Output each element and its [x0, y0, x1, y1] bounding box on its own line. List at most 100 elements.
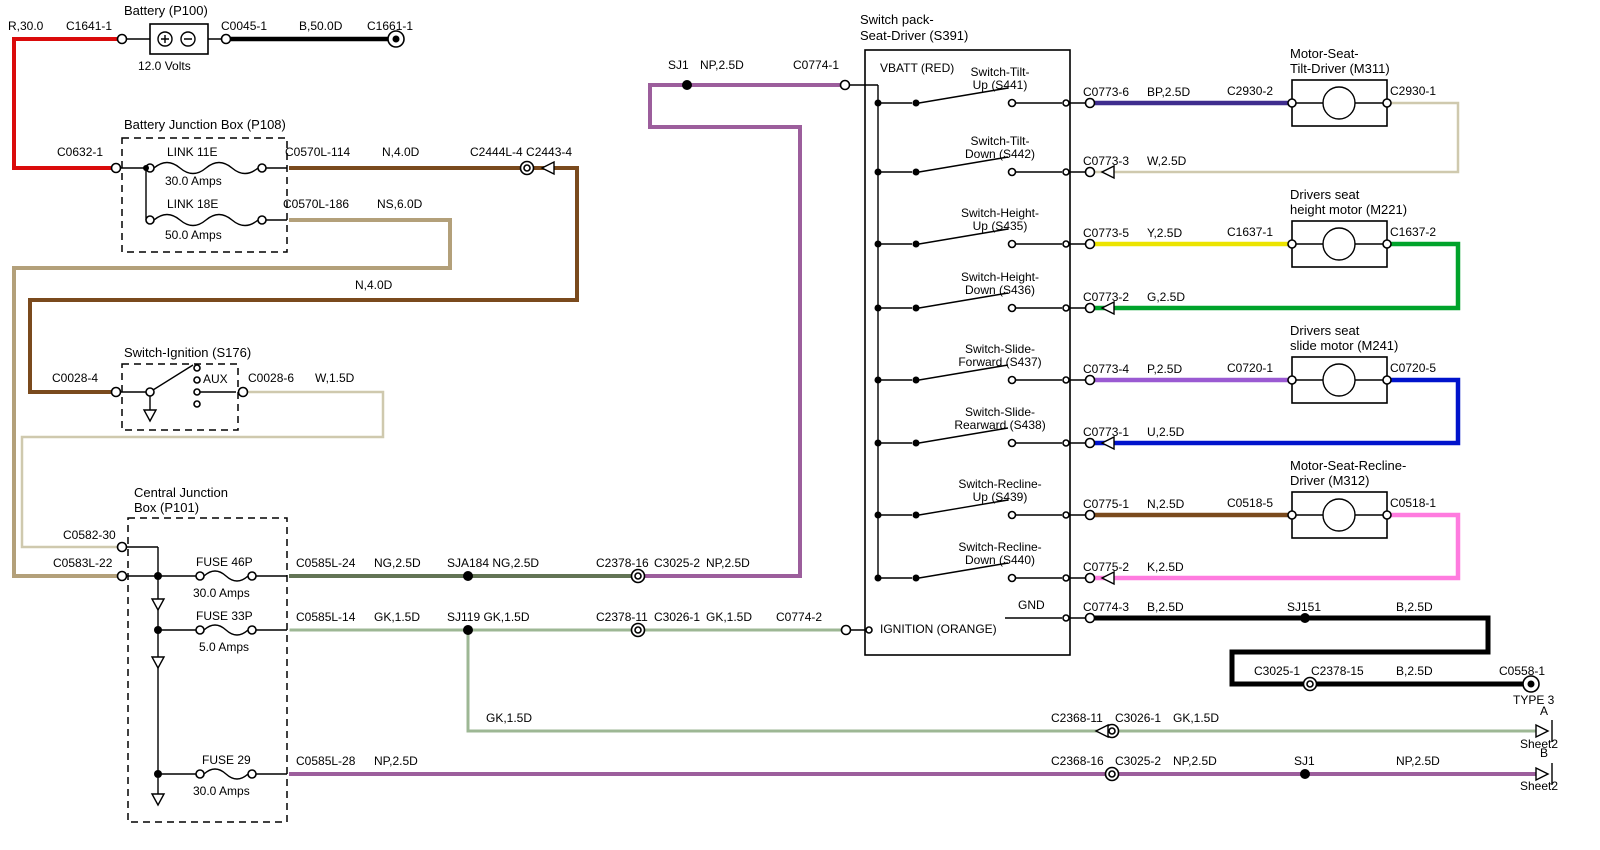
label-c1661-1: C1661-1: [367, 19, 414, 33]
label-fuse3-amps: 30.0 Amps: [193, 784, 250, 798]
label-sheet-b: Sheet2: [1520, 779, 1559, 793]
battery-positive-terminal: [157, 31, 173, 47]
label-wire-n4-2: N,4.0D: [355, 278, 393, 292]
label-sj119: SJ119 GK,1.5D: [447, 610, 530, 624]
label-fuse1-amps: 30.0 Amps: [193, 586, 250, 600]
motor-m311-title-2: Tilt-Driver (M311): [1290, 61, 1390, 76]
label-wire-w15: W,1.5D: [315, 371, 355, 385]
arrow-down-bus2: [150, 656, 166, 670]
label-sheet-a: Sheet2: [1520, 737, 1559, 751]
label-link-18e: LINK 18E: [167, 197, 219, 211]
label-wire-r30: R,30.0: [8, 19, 44, 33]
label-type3: TYPE 3: [1513, 693, 1555, 707]
switch-s440-l1: Switch-Recline-: [958, 540, 1042, 554]
ignition-title: Switch-Ignition (S176): [124, 345, 252, 360]
label-c2930-1: C2930-1: [1390, 84, 1437, 98]
label-c0582-30: C0582-30: [63, 528, 116, 542]
label-c2444-pair: C2444L-4 C2443-4: [470, 145, 573, 159]
label-c0570l-186: C0570L-186: [283, 197, 350, 211]
arrow-left-brown: [540, 160, 555, 176]
arrow-left-w: [1100, 164, 1115, 180]
arrow-down-bus1: [150, 598, 166, 612]
label-wire-b1: B,2.5D: [1147, 600, 1184, 614]
label-c0570l-114: C0570L-114: [285, 145, 351, 159]
switch-s436-l1: Switch-Height-: [960, 270, 1040, 284]
label-c0518-5: C0518-5: [1227, 496, 1274, 510]
label-c0585l-28: C0585L-28: [296, 754, 356, 768]
label-c0720-1: C0720-1: [1227, 361, 1274, 375]
wire-np-vbatt: [643, 83, 842, 578]
label-wire-gk-a0: GK,1.5D: [486, 711, 533, 725]
label-link-11e: LINK 11E: [167, 145, 218, 159]
splice-sj1-top: [682, 80, 692, 90]
label-wire-np-b: NP,2.5D: [1173, 754, 1217, 768]
label-sj1-bottom: SJ1: [1294, 754, 1315, 768]
label-c0773-6: C0773-6: [1083, 85, 1130, 99]
label-wire-gk-1: GK,1.5D: [374, 610, 421, 624]
arrow-down-ignition: [142, 409, 158, 423]
wire-gk-sheet-a-left: [466, 628, 1107, 733]
battery-polarity-marks: [161, 35, 192, 43]
label-wire-b3: B,2.5D: [1396, 664, 1433, 678]
battery-negative-terminal: [180, 31, 196, 47]
motor-m221-title-1: Drivers seat: [1290, 187, 1360, 202]
wire-u: [1092, 377, 1461, 446]
motor-m312-title-1: Motor-Seat-Recline-: [1290, 458, 1407, 473]
label-wire-y: Y,2.5D: [1147, 226, 1183, 240]
label-wire-b50: B,50.0D: [299, 19, 343, 33]
label-c0583l-22: C0583L-22: [53, 556, 113, 570]
label-wire-np-b2: NP,2.5D: [1396, 754, 1440, 768]
switch-s442-l2: Down (S442): [964, 147, 1036, 161]
label-c3026-1b: C3026-1: [1115, 711, 1162, 725]
label-wire-g: G,2.5D: [1147, 290, 1186, 304]
splice-sj119: [463, 625, 473, 635]
label-wire-bp: BP,2.5D: [1147, 85, 1191, 99]
motor-m241-title-1: Drivers seat: [1290, 323, 1360, 338]
label-wire-w25: W,2.5D: [1147, 154, 1187, 168]
motor-m311-title-1: Motor-Seat-: [1290, 46, 1359, 61]
motor-m312-title-2: Driver (M312): [1290, 473, 1370, 488]
battery-junction-box: [121, 137, 288, 253]
label-c0720-5: C0720-5: [1390, 361, 1437, 375]
label-c2378-16: C2378-16: [596, 556, 649, 570]
switch-s439-l2: Up (S439): [972, 490, 1028, 504]
motor-m312-symbol: [1322, 498, 1356, 532]
label-c3025-2: C3025-2: [654, 556, 701, 570]
label-fuse-29: FUSE 29: [202, 753, 251, 767]
switch-s441-l2: Up (S441): [972, 78, 1028, 92]
label-c1641-1: C1641-1: [66, 19, 113, 33]
label-sj184: SJA184 NG,2.5D: [447, 556, 540, 570]
switch-pack-box: [864, 49, 1071, 656]
internal-links: [121, 38, 1553, 794]
label-sj151: SJ151: [1287, 600, 1322, 614]
switch-s437-l2: Forward (S437): [958, 355, 1042, 369]
label-wire-n4: N,4.0D: [382, 145, 420, 159]
wire-b-ground: [1092, 615, 1526, 687]
label-c0773-5: C0773-5: [1083, 226, 1130, 240]
arrow-left-k: [1100, 570, 1115, 586]
label-c1637-2: C1637-2: [1390, 225, 1437, 239]
wire-battery-red: [12, 37, 119, 170]
label-c0773-4: C0773-4: [1083, 362, 1130, 376]
arrow-right-sheet-b: [1535, 766, 1550, 782]
label-wire-np-top: NP,2.5D: [700, 58, 744, 72]
label-c0773-3: C0773-3: [1083, 154, 1130, 168]
label-wire-np-2: NP,2.5D: [374, 754, 418, 768]
motor-m221-title-2: height motor (M221): [1290, 202, 1408, 217]
motor-m241-title-2: slide motor (M241): [1290, 338, 1399, 353]
motor-m311-symbol: [1322, 86, 1356, 120]
motor-m221-symbol: [1322, 227, 1356, 261]
label-link1-amps: 30.0 Amps: [165, 174, 222, 188]
label-sheet-b-tag: B: [1540, 746, 1549, 760]
label-c3025-1: C3025-1: [1254, 664, 1301, 678]
splice-sj184: [463, 571, 473, 581]
label-c0045-1: C0045-1: [221, 19, 268, 33]
label-c0773-2: C0773-2: [1083, 290, 1130, 304]
switch-s435-l1: Switch-Height-: [960, 206, 1040, 220]
label-wire-k: K,2.5D: [1147, 560, 1184, 574]
label-c0632-1: C0632-1: [57, 145, 104, 159]
label-aux: AUX: [203, 372, 228, 386]
pack-title-2: Seat-Driver (S391): [860, 28, 969, 43]
label-c0774-1: C0774-1: [793, 58, 840, 72]
label-c0585l-14: C0585L-14: [296, 610, 356, 624]
